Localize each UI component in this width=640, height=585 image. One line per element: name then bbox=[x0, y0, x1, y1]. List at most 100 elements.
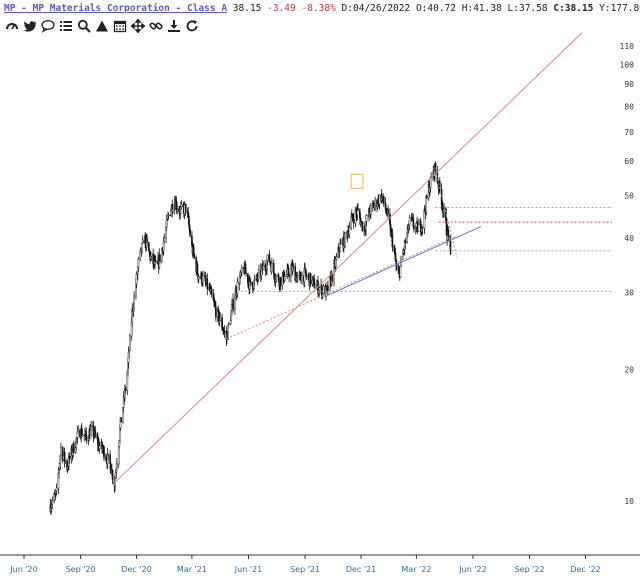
triangle-icon[interactable] bbox=[94, 19, 109, 34]
candle-body bbox=[421, 227, 424, 229]
candle-body bbox=[109, 454, 111, 464]
candle-body bbox=[111, 470, 114, 480]
candle-body bbox=[234, 298, 236, 310]
candle-body bbox=[279, 277, 282, 287]
candle-body bbox=[438, 180, 441, 190]
candle-body bbox=[327, 285, 329, 291]
twitter-icon[interactable] bbox=[22, 19, 37, 34]
candle-body bbox=[94, 430, 97, 436]
candle-body bbox=[77, 429, 79, 433]
candle-body bbox=[288, 274, 290, 278]
candle-body bbox=[245, 272, 247, 274]
trendline-2 bbox=[226, 235, 458, 340]
candle-body bbox=[365, 215, 368, 222]
x-tick-label: Mar '22 bbox=[401, 565, 431, 574]
candle-body bbox=[253, 279, 256, 281]
candle-body bbox=[272, 263, 275, 274]
candle-body bbox=[443, 208, 445, 213]
trendline-1 bbox=[114, 32, 583, 484]
candle-body bbox=[219, 317, 222, 321]
open-value: 40.72 bbox=[427, 3, 456, 14]
candle-body bbox=[53, 493, 55, 502]
candle-body bbox=[137, 258, 140, 268]
calendar-icon[interactable] bbox=[112, 19, 127, 34]
y-tick-label: 30 bbox=[624, 289, 634, 298]
candle-body bbox=[335, 256, 338, 260]
candle-body bbox=[282, 272, 285, 283]
candle-body bbox=[141, 242, 143, 253]
candle-body bbox=[163, 237, 166, 242]
candle-body bbox=[202, 275, 204, 283]
close-label: C: bbox=[553, 3, 565, 14]
candle-body bbox=[196, 264, 199, 275]
y-tick-label: 40 bbox=[624, 234, 634, 243]
comment-icon[interactable] bbox=[40, 19, 55, 34]
year-value: 177.80 bbox=[610, 3, 640, 14]
candle-body bbox=[331, 273, 333, 282]
candle-body bbox=[180, 204, 183, 208]
date-label: D: bbox=[341, 3, 353, 14]
dashboard-icon[interactable] bbox=[4, 19, 19, 34]
last-price: 38.15 bbox=[232, 3, 262, 14]
candle-body bbox=[117, 446, 120, 465]
x-tick-label: Dec '21 bbox=[346, 565, 376, 574]
close-value: 38.15 bbox=[564, 3, 594, 14]
candle-body bbox=[391, 234, 394, 248]
candle-body bbox=[223, 330, 226, 333]
candle-body bbox=[215, 306, 217, 318]
candle-body bbox=[305, 273, 308, 277]
y-tick-label: 110 bbox=[620, 42, 635, 51]
candle-body bbox=[296, 275, 299, 278]
candle-body bbox=[258, 269, 260, 273]
candle-body bbox=[408, 217, 411, 226]
download-icon[interactable] bbox=[166, 19, 181, 34]
candle-body bbox=[139, 250, 142, 260]
candle-body bbox=[193, 254, 196, 258]
y-tick-label: 10 bbox=[624, 497, 634, 506]
candle-body bbox=[159, 254, 161, 262]
list-icon[interactable] bbox=[58, 19, 73, 34]
x-tick-label: Jun '20 bbox=[9, 565, 37, 574]
low-label: L: bbox=[507, 3, 519, 14]
move-icon[interactable] bbox=[130, 19, 145, 34]
candle-body bbox=[370, 204, 372, 215]
y-tick-label: 70 bbox=[624, 128, 634, 137]
candle-body bbox=[283, 275, 286, 282]
link-icon[interactable] bbox=[148, 19, 163, 34]
y-tick-label: 60 bbox=[624, 157, 634, 166]
candle-body bbox=[90, 426, 92, 431]
y-tick-label: 50 bbox=[624, 192, 634, 201]
candlestick-series bbox=[49, 161, 452, 516]
y-tick-label: 80 bbox=[624, 103, 634, 112]
candle-body bbox=[301, 275, 303, 284]
candle-body bbox=[299, 274, 302, 280]
candle-body bbox=[64, 460, 67, 462]
candle-body bbox=[348, 227, 351, 235]
refresh-icon[interactable] bbox=[184, 19, 199, 34]
candle-body bbox=[339, 243, 341, 252]
candle-body bbox=[450, 246, 452, 249]
x-tick-label: Jun '21 bbox=[234, 565, 262, 574]
price-change-pct: -8.38% bbox=[301, 3, 336, 14]
x-tick-label: Dec '20 bbox=[121, 565, 151, 574]
candle-body bbox=[447, 230, 450, 237]
candle-body bbox=[232, 299, 234, 310]
candle-body bbox=[374, 200, 376, 206]
annotation-box bbox=[350, 173, 364, 189]
high-label: H: bbox=[461, 3, 474, 14]
candle-body bbox=[154, 260, 157, 262]
candle-body bbox=[160, 249, 163, 262]
chart-toolbar bbox=[4, 17, 199, 35]
candle-body bbox=[128, 335, 131, 351]
candle-body bbox=[292, 265, 295, 267]
candle-body bbox=[60, 447, 62, 456]
search-icon[interactable] bbox=[76, 19, 91, 34]
price-change: -3.49 bbox=[267, 3, 296, 14]
candle-body bbox=[170, 210, 172, 216]
y-tick-label: 90 bbox=[624, 80, 634, 89]
candle-body bbox=[189, 229, 191, 237]
x-tick-label: Sep '20 bbox=[66, 565, 96, 574]
ticker-link[interactable]: MP - MP Materials Corporation - Class A bbox=[4, 3, 228, 14]
candle-body bbox=[206, 278, 209, 290]
